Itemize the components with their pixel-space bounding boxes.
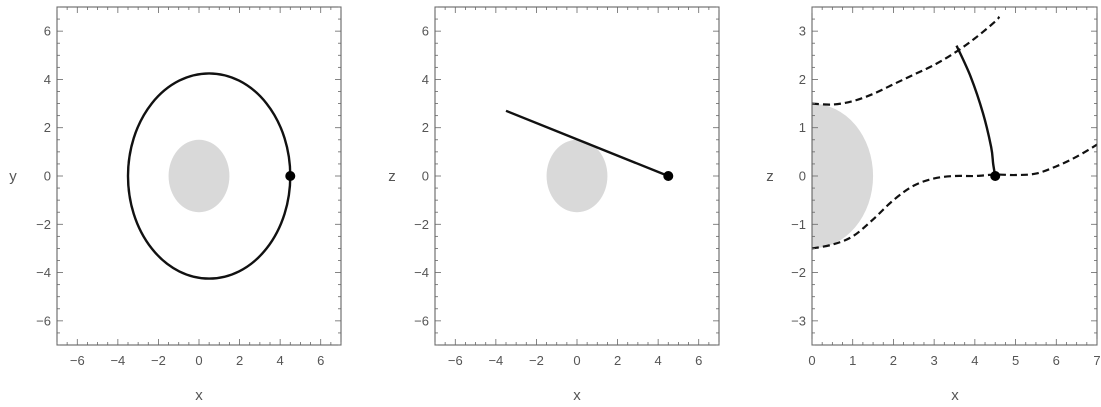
x-tick-label: 2 xyxy=(236,353,243,368)
x-tick-label: 4 xyxy=(655,353,662,368)
y-tick-label: 2 xyxy=(799,72,806,87)
upper-boundary-curve xyxy=(812,15,1001,106)
xy-panel: −6 −4 −2 0 2 4 6 −6 −4 −2 0 2 4 6 x y xyxy=(9,6,342,404)
x-tick-label: 2 xyxy=(890,353,897,368)
x-tick-label: 4 xyxy=(971,353,978,368)
x-tick-label: −6 xyxy=(70,353,85,368)
y-tick-label: 2 xyxy=(44,120,51,135)
y-tick-label: −6 xyxy=(36,313,51,328)
y-tick-label: 1 xyxy=(799,120,806,135)
x-tick-label: 6 xyxy=(1053,353,1060,368)
y-tick-label: 4 xyxy=(422,72,429,87)
position-marker xyxy=(663,171,674,181)
y-tick-label: 0 xyxy=(799,169,806,184)
x-tick-label: 6 xyxy=(695,353,702,368)
y-tick-label: −6 xyxy=(414,313,429,328)
x-tick-label: 3 xyxy=(931,353,938,368)
xz-zoom-panel: 0 1 2 3 4 5 6 7 −3 −2 −1 0 1 2 3 x z xyxy=(766,6,1101,404)
y-tick-label: 3 xyxy=(799,24,806,39)
y-tick-label: 2 xyxy=(422,120,429,135)
position-marker xyxy=(990,171,1001,181)
x-tick-label: 7 xyxy=(1093,353,1100,368)
lower-boundary-curve xyxy=(812,143,1097,250)
x-tick-label: 1 xyxy=(849,353,856,368)
x-axis-label: x xyxy=(195,387,203,404)
x-tick-label: −2 xyxy=(529,353,544,368)
x-tick-label: 2 xyxy=(614,353,621,368)
y-tick-label: −4 xyxy=(36,265,51,280)
y-axis-label: y xyxy=(9,168,17,185)
central-body xyxy=(812,103,874,249)
y-axis-label: z xyxy=(388,168,396,185)
x-tick-label: 4 xyxy=(277,353,284,368)
y-tick-label: −4 xyxy=(414,265,429,280)
y-tick-label: 0 xyxy=(422,169,429,184)
x-tick-label: −4 xyxy=(110,353,125,368)
x-tick-label: 0 xyxy=(808,353,815,368)
x-tick-label: 5 xyxy=(1012,353,1019,368)
trajectory-line xyxy=(955,45,997,177)
xz-panel: −6 −4 −2 0 2 4 6 −6 −4 −2 0 2 4 6 x z xyxy=(388,6,720,404)
plot-area xyxy=(126,72,296,280)
x-tick-label: −6 xyxy=(448,353,463,368)
plot-area xyxy=(812,15,1097,250)
position-marker xyxy=(285,171,296,181)
y-tick-label: −3 xyxy=(791,313,806,328)
x-tick-label: 6 xyxy=(317,353,324,368)
y-tick-label: −2 xyxy=(791,265,806,280)
x-axis-label: x xyxy=(951,387,959,404)
y-tick-label: 4 xyxy=(44,72,51,87)
y-tick-label: −1 xyxy=(791,217,806,232)
x-tick-label: −2 xyxy=(151,353,166,368)
x-tick-label: −4 xyxy=(488,353,503,368)
y-tick-label: 6 xyxy=(44,24,51,39)
y-tick-label: −2 xyxy=(36,217,51,232)
y-tick-label: −2 xyxy=(414,217,429,232)
y-tick-label: 0 xyxy=(44,169,51,184)
central-body xyxy=(546,139,608,213)
x-tick-label: 0 xyxy=(573,353,580,368)
central-body xyxy=(168,139,230,213)
y-axis-label: z xyxy=(766,168,774,185)
y-tick-label: 6 xyxy=(422,24,429,39)
plot-area xyxy=(505,109,674,213)
x-tick-label: 0 xyxy=(195,353,202,368)
trajectory-line xyxy=(505,109,669,178)
x-axis-label: x xyxy=(573,387,581,404)
